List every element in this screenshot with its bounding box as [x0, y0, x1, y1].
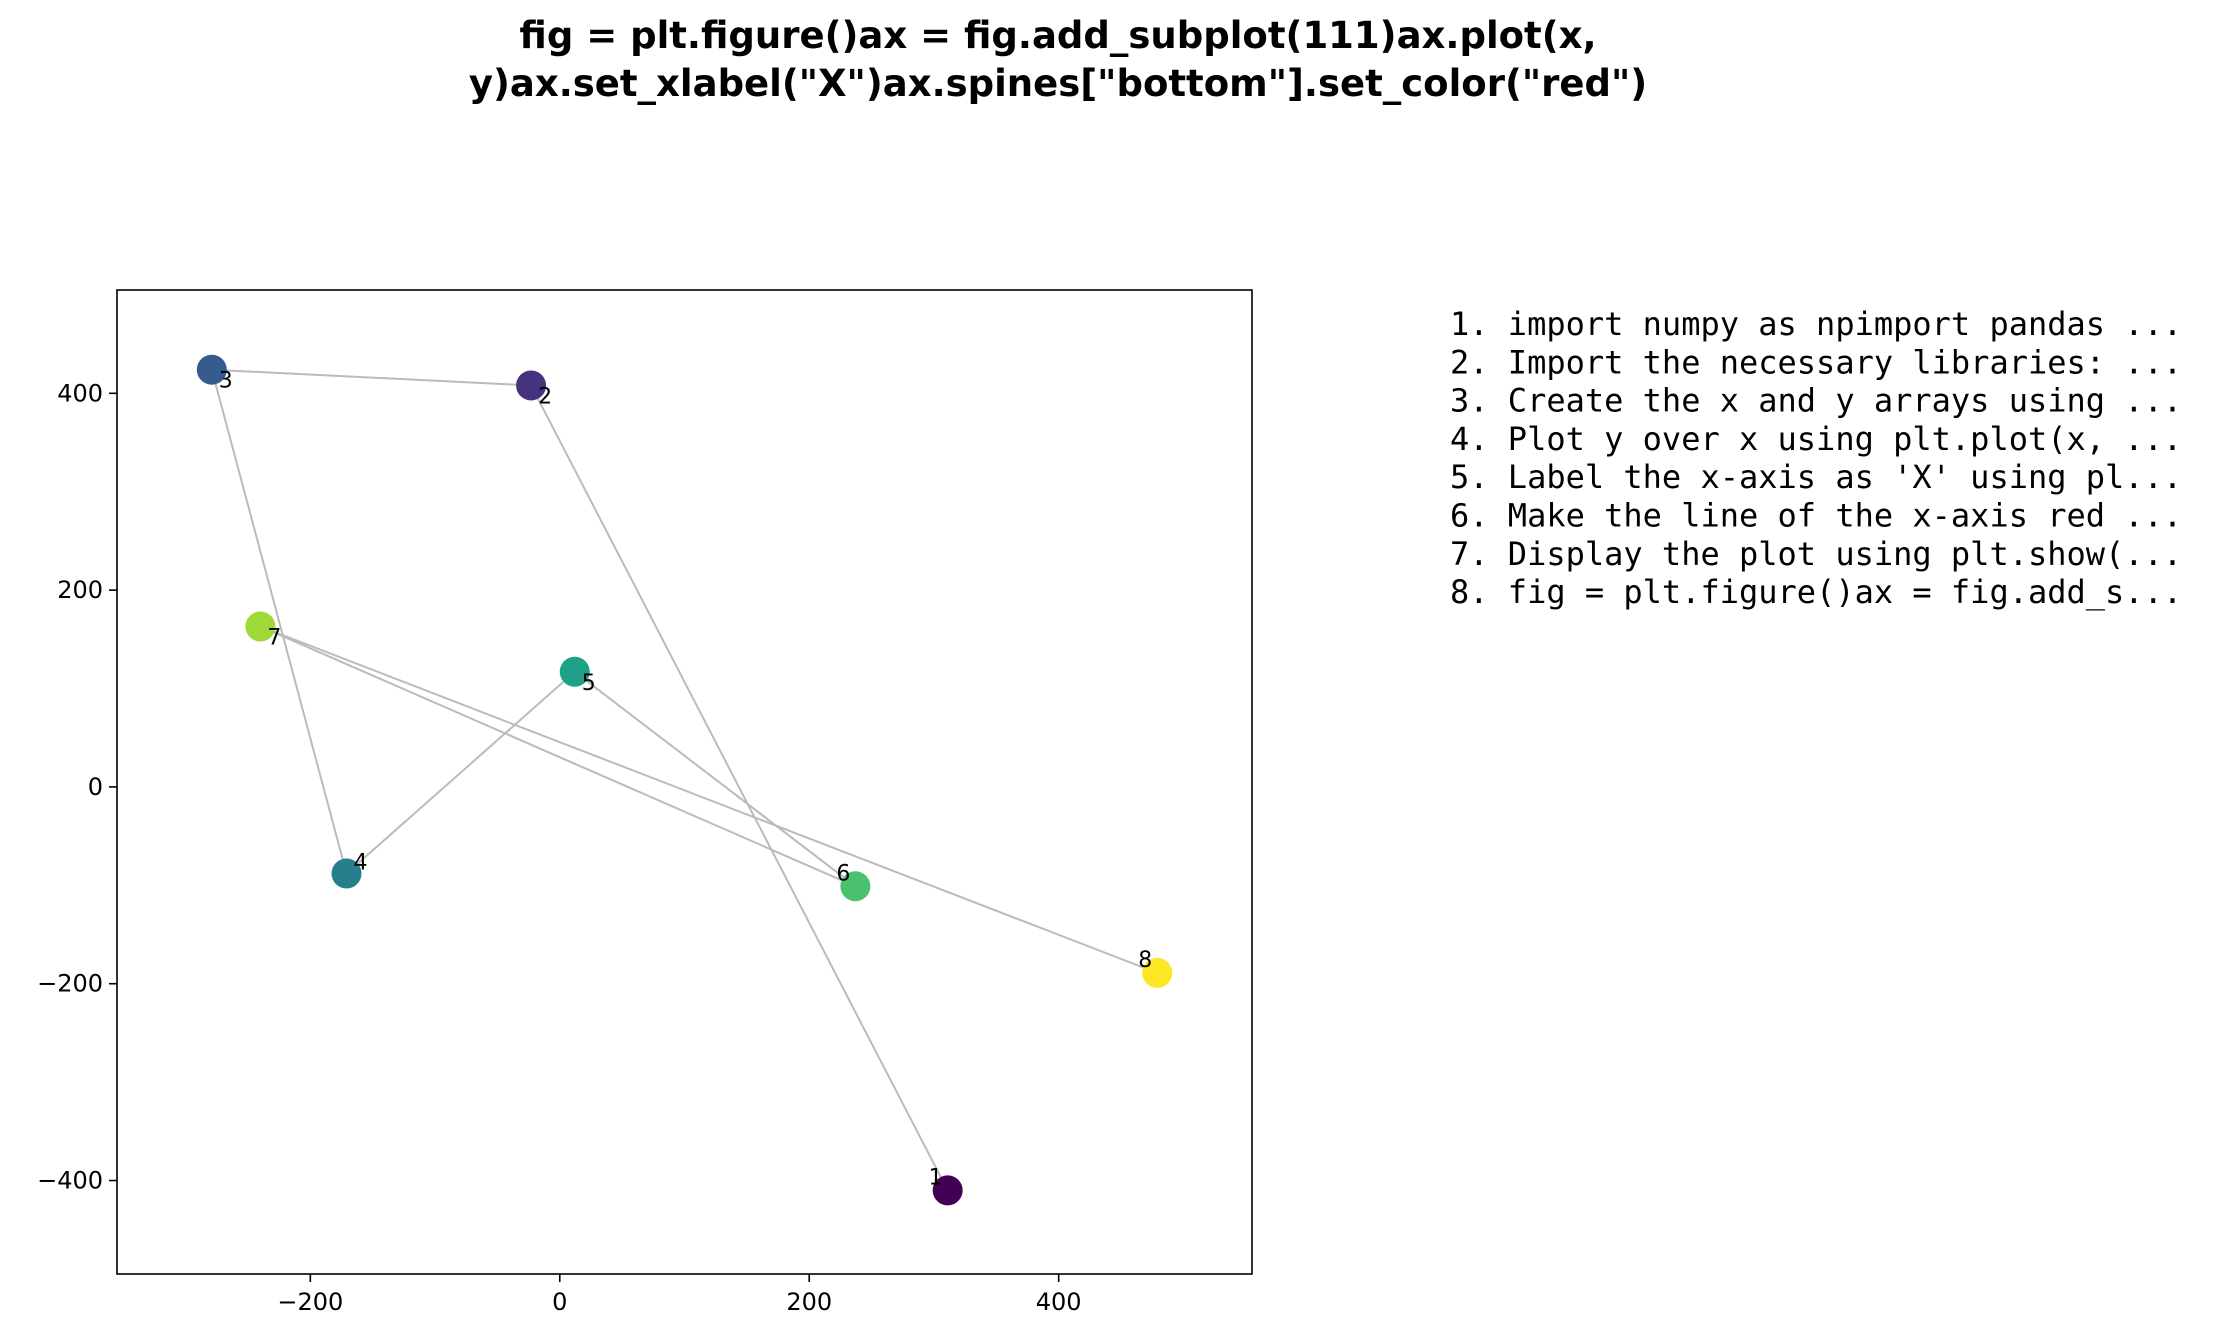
data-point-8	[1142, 957, 1173, 988]
step-item-5: 5. Label the x-axis as 'X' using pl...	[1450, 458, 2182, 496]
steps-list: 1. import numpy as npimport pandas ...2.…	[1450, 305, 2182, 611]
path-segment-2-3	[211, 368, 532, 387]
chart-title: fig = plt.figure()ax = fig.add_subplot(1…	[469, 14, 1647, 105]
point-label-3: 3	[219, 369, 233, 394]
data-point-4	[331, 858, 362, 889]
data-point-labels: 1 2 3 4 5 6 7 8	[219, 369, 1152, 1191]
axes-frame	[116, 289, 1253, 1275]
path-segment-3-4	[210, 369, 348, 874]
point-label-2: 2	[538, 384, 552, 409]
path-segment-4-5	[345, 671, 576, 875]
point-label-7: 7	[267, 626, 281, 651]
data-point-6	[840, 871, 871, 902]
y-tick-label: −200	[37, 970, 103, 998]
y-axis-ticks: −400 −200 0 200 400	[37, 379, 117, 1195]
x-tick-label: −200	[277, 1288, 343, 1316]
path-segment-7-8	[260, 625, 1158, 974]
y-tick-label: 200	[57, 576, 103, 604]
plot-area: 1 2 3 4 5 6 7 8 −200 0 200 400 −400 −200 0 200 400	[37, 289, 1253, 1316]
step-item-1: 1. import numpy as npimport pandas ...	[1450, 305, 2182, 343]
point-label-5: 5	[582, 671, 596, 696]
chart-title-line-2: y)ax.set_xlabel("X")ax.spines["bottom"].…	[469, 62, 1647, 105]
y-tick-label: 0	[88, 773, 103, 801]
y-tick-label: −400	[37, 1167, 103, 1195]
point-label-1: 1	[929, 1165, 943, 1190]
data-markers	[196, 354, 1173, 1206]
x-axis-ticks: −200 0 200 400	[277, 1274, 1082, 1316]
data-point-1	[932, 1175, 963, 1206]
connecting-path	[210, 368, 1158, 1191]
x-tick-label: 0	[552, 1288, 567, 1316]
point-label-8: 8	[1138, 948, 1152, 973]
step-item-2: 2. Import the necessary libraries: ...	[1450, 343, 2182, 381]
x-tick-label: 400	[1036, 1288, 1082, 1316]
data-point-5	[559, 656, 590, 687]
step-item-8: 8. fig = plt.figure()ax = fig.add_s...	[1450, 573, 2182, 611]
data-point-3	[196, 354, 227, 385]
data-point-2	[516, 370, 547, 401]
point-label-4: 4	[353, 851, 367, 876]
point-label-6: 6	[836, 861, 850, 886]
x-tick-label: 200	[786, 1288, 832, 1316]
path-segment-6-7	[260, 625, 856, 888]
step-item-4: 4. Plot y over x using plt.plot(x, ...	[1450, 420, 2182, 458]
path-segment-5-6	[574, 670, 856, 888]
y-tick-label: 400	[57, 379, 103, 407]
data-point-7	[245, 611, 276, 642]
step-item-7: 7. Display the plot using plt.show(...	[1450, 535, 2182, 573]
step-item-3: 3. Create the x and y arrays using ...	[1450, 382, 2182, 420]
path-segment-1-2	[530, 384, 949, 1191]
step-item-6: 6. Make the line of the x-axis red ...	[1450, 497, 2182, 535]
chart-title-line-1: fig = plt.figure()ax = fig.add_subplot(1…	[519, 14, 1596, 57]
